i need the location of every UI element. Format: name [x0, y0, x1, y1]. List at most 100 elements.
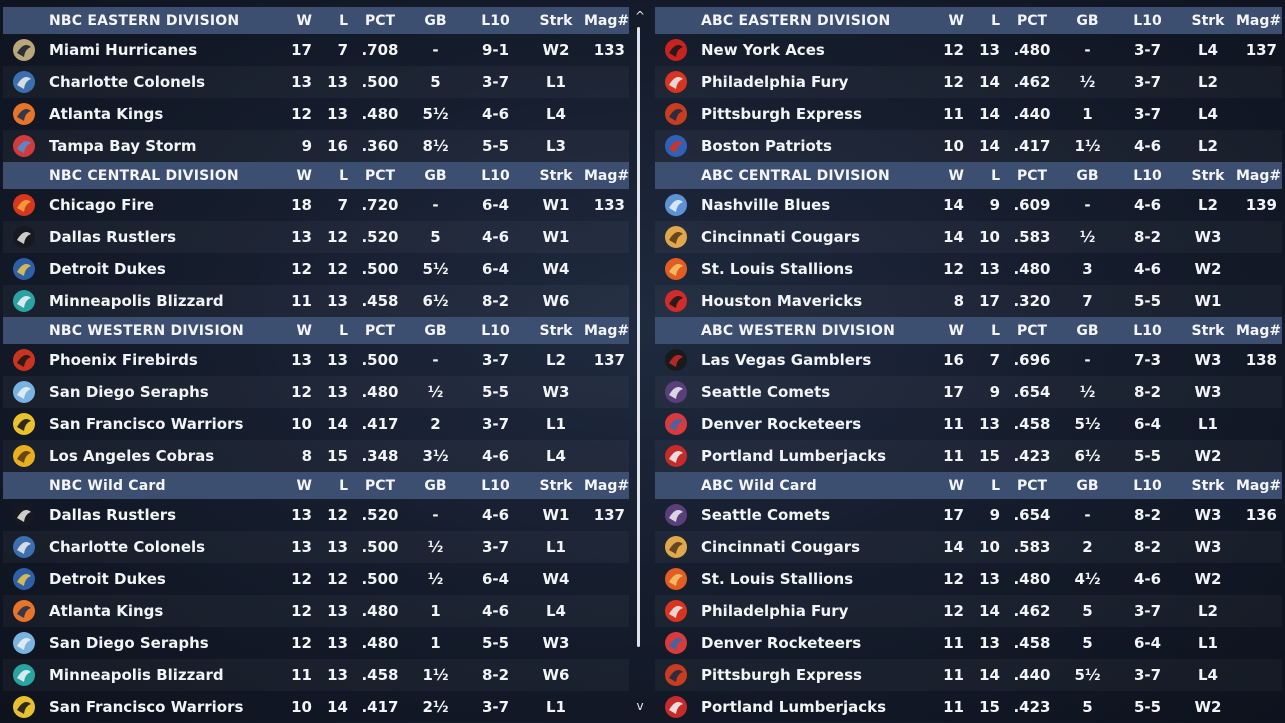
team-name[interactable]: Denver Rocketeers — [701, 634, 862, 652]
column-header-w[interactable]: W — [296, 322, 312, 339]
team-name[interactable]: St. Louis Stallions — [701, 570, 854, 588]
column-header-gb[interactable]: GB — [1076, 167, 1099, 184]
team-name[interactable]: Portland Lumberjacks — [701, 698, 887, 716]
team-row[interactable]: Detroit Dukes 12 12 .500 5½ 6-4 W4 — [3, 253, 629, 285]
team-row[interactable]: Houston Mavericks 8 17 .320 7 5-5 W1 — [655, 285, 1282, 317]
team-name[interactable]: San Francisco Warriors — [49, 698, 244, 716]
column-header-w[interactable]: W — [296, 12, 312, 29]
column-header-mag[interactable]: Mag# — [584, 12, 630, 29]
team-row[interactable]: St. Louis Stallions 12 13 .480 4½ 4-6 W2 — [655, 563, 1282, 595]
team-name[interactable]: Seattle Comets — [701, 383, 831, 401]
column-header-l10[interactable]: L10 — [1133, 12, 1162, 29]
team-name[interactable]: Chicago Fire — [49, 196, 155, 214]
team-row[interactable]: Miami Hurricanes 17 7 .708 - 9-1 W2 133 — [3, 34, 629, 66]
column-header-l[interactable]: L — [339, 322, 348, 339]
team-row[interactable]: Portland Lumberjacks 11 15 .423 6½ 5-5 W2 — [655, 440, 1282, 472]
team-row[interactable]: Atlanta Kings 12 13 .480 1 4-6 L4 — [3, 595, 629, 627]
team-name[interactable]: St. Louis Stallions — [701, 260, 854, 278]
team-name[interactable]: San Diego Seraphs — [49, 383, 209, 401]
team-row[interactable]: Las Vegas Gamblers 16 7 .696 - 7-3 W3 138 — [655, 344, 1282, 376]
column-header-w[interactable]: W — [948, 12, 964, 29]
team-name[interactable]: Charlotte Colonels — [49, 538, 206, 556]
team-row[interactable]: Philadelphia Fury 12 14 .462 5 3-7 L2 — [655, 595, 1282, 627]
team-name[interactable]: Los Angeles Cobras — [49, 447, 215, 465]
team-row[interactable]: Dallas Rustlers 13 12 .520 5 4-6 W1 — [3, 221, 629, 253]
column-header-l[interactable]: L — [991, 322, 1000, 339]
team-row[interactable]: Pittsburgh Express 11 14 .440 1 3-7 L4 — [655, 98, 1282, 130]
team-name[interactable]: Minneapolis Blizzard — [49, 292, 224, 310]
column-header-mag[interactable]: Mag# — [1236, 322, 1282, 339]
team-row[interactable]: Seattle Comets 17 9 .654 - 8-2 W3 136 — [655, 499, 1282, 531]
column-header-l10[interactable]: L10 — [481, 322, 510, 339]
team-row[interactable]: Portland Lumberjacks 11 15 .423 5 5-5 W2 — [655, 691, 1282, 723]
column-header-pct[interactable]: PCT — [364, 322, 396, 339]
team-name[interactable]: Denver Rocketeers — [701, 415, 862, 433]
column-header-pct[interactable]: PCT — [1016, 12, 1048, 29]
team-row[interactable]: Tampa Bay Storm 9 16 .360 8½ 5-5 L3 — [3, 130, 629, 162]
column-header-l[interactable]: L — [991, 12, 1000, 29]
team-row[interactable]: Atlanta Kings 12 13 .480 5½ 4-6 L4 — [3, 98, 629, 130]
scroll-up-arrow-icon[interactable]: ^ — [634, 9, 646, 23]
column-header-pct[interactable]: PCT — [1016, 477, 1048, 494]
column-header-pct[interactable]: PCT — [364, 12, 396, 29]
column-header-pct[interactable]: PCT — [1016, 167, 1048, 184]
scrollbar[interactable]: ^ v — [632, 7, 648, 717]
team-row[interactable]: Boston Patriots 10 14 .417 1½ 4-6 L2 — [655, 130, 1282, 162]
column-header-gb[interactable]: GB — [424, 167, 447, 184]
team-name[interactable]: Nashville Blues — [701, 196, 831, 214]
team-row[interactable]: San Francisco Warriors 10 14 .417 2 3-7 L1 — [3, 408, 629, 440]
team-name[interactable]: San Diego Seraphs — [49, 634, 209, 652]
team-name[interactable]: Detroit Dukes — [49, 570, 166, 588]
column-header-w[interactable]: W — [948, 477, 964, 494]
column-header-mag[interactable]: Mag# — [584, 167, 630, 184]
team-name[interactable]: Charlotte Colonels — [49, 73, 206, 91]
team-row[interactable]: Los Angeles Cobras 8 15 .348 3½ 4-6 L4 — [3, 440, 629, 472]
column-header-gb[interactable]: GB — [424, 12, 447, 29]
team-name[interactable]: Atlanta Kings — [49, 105, 164, 123]
column-header-w[interactable]: W — [296, 167, 312, 184]
column-header-strk[interactable]: Strk — [539, 12, 573, 29]
team-name[interactable]: Pittsburgh Express — [701, 666, 862, 684]
column-header-mag[interactable]: Mag# — [1236, 477, 1282, 494]
team-row[interactable]: Charlotte Colonels 13 13 .500 5 3-7 L1 — [3, 66, 629, 98]
team-row[interactable]: Detroit Dukes 12 12 .500 ½ 6-4 W4 — [3, 563, 629, 595]
column-header-l10[interactable]: L10 — [1133, 167, 1162, 184]
team-row[interactable]: St. Louis Stallions 12 13 .480 3 4-6 W2 — [655, 253, 1282, 285]
team-row[interactable]: Minneapolis Blizzard 11 13 .458 6½ 8-2 W6 — [3, 285, 629, 317]
team-row[interactable]: Phoenix Firebirds 13 13 .500 - 3-7 L2 137 — [3, 344, 629, 376]
team-name[interactable]: Boston Patriots — [701, 137, 832, 155]
team-name[interactable]: Dallas Rustlers — [49, 506, 177, 524]
team-row[interactable]: San Francisco Warriors 10 14 .417 2½ 3-7 L1 — [3, 691, 629, 723]
team-name[interactable]: Pittsburgh Express — [701, 105, 862, 123]
column-header-strk[interactable]: Strk — [1191, 167, 1225, 184]
team-row[interactable]: Dallas Rustlers 13 12 .520 - 4-6 W1 137 — [3, 499, 629, 531]
team-name[interactable]: Dallas Rustlers — [49, 228, 177, 246]
team-name[interactable]: Cincinnati Cougars — [701, 538, 861, 556]
column-header-strk[interactable]: Strk — [1191, 12, 1225, 29]
team-row[interactable]: Minneapolis Blizzard 11 13 .458 1½ 8-2 W6 — [3, 659, 629, 691]
column-header-strk[interactable]: Strk — [539, 322, 573, 339]
column-header-l10[interactable]: L10 — [481, 12, 510, 29]
column-header-l[interactable]: L — [339, 167, 348, 184]
team-name[interactable]: Miami Hurricanes — [49, 41, 198, 59]
team-name[interactable]: Minneapolis Blizzard — [49, 666, 224, 684]
column-header-w[interactable]: W — [948, 322, 964, 339]
column-header-mag[interactable]: Mag# — [584, 322, 630, 339]
team-name[interactable]: Portland Lumberjacks — [701, 447, 887, 465]
team-name[interactable]: Philadelphia Fury — [701, 73, 849, 91]
column-header-l[interactable]: L — [991, 477, 1000, 494]
column-header-l10[interactable]: L10 — [481, 167, 510, 184]
team-row[interactable]: Charlotte Colonels 13 13 .500 ½ 3-7 L1 — [3, 531, 629, 563]
column-header-gb[interactable]: GB — [1076, 477, 1099, 494]
team-name[interactable]: Las Vegas Gamblers — [701, 351, 872, 369]
team-name[interactable]: Houston Mavericks — [701, 292, 863, 310]
column-header-gb[interactable]: GB — [424, 477, 447, 494]
column-header-mag[interactable]: Mag# — [1236, 12, 1282, 29]
column-header-pct[interactable]: PCT — [1016, 322, 1048, 339]
team-row[interactable]: Seattle Comets 17 9 .654 ½ 8-2 W3 — [655, 376, 1282, 408]
team-row[interactable]: Denver Rocketeers 11 13 .458 5½ 6-4 L1 — [655, 408, 1282, 440]
scroll-thumb[interactable] — [637, 27, 640, 647]
column-header-strk[interactable]: Strk — [539, 477, 573, 494]
team-name[interactable]: New York Aces — [701, 41, 825, 59]
team-row[interactable]: Philadelphia Fury 12 14 .462 ½ 3-7 L2 — [655, 66, 1282, 98]
